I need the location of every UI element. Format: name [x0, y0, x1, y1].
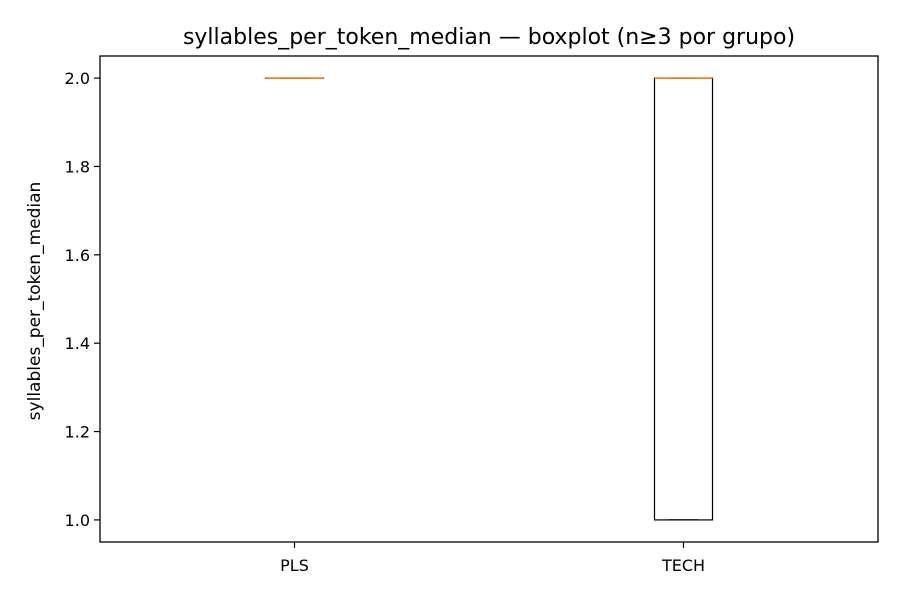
y-tick-label: 1.8: [65, 157, 90, 176]
chart-title: syllables_per_token_median — boxplot (n≥…: [183, 25, 795, 50]
y-tick-label: 1.6: [65, 246, 90, 265]
y-tick-label: 2.0: [65, 69, 90, 88]
y-tick-label: 1.0: [65, 511, 90, 530]
x-tick-label: PLS: [280, 556, 309, 575]
y-tick-label: 1.2: [65, 423, 90, 442]
y-tick-label: 1.4: [65, 334, 90, 353]
y-axis-label: syllables_per_token_median: [25, 182, 45, 421]
x-tick-label: TECH: [661, 556, 705, 575]
plot-area: 1.0 1.2 1.4 1.6 1.8 2.0 PLS TECH: [65, 69, 714, 575]
plot-frame: [99, 55, 879, 543]
